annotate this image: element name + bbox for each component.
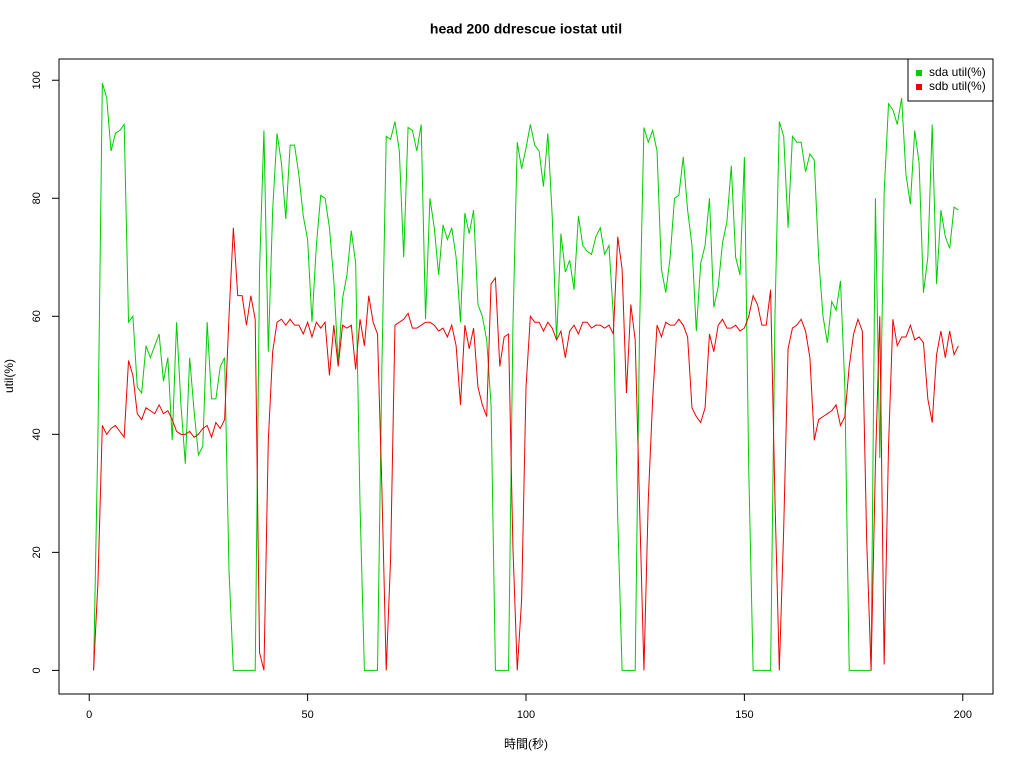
legend-label: sda util(%) [929,65,986,79]
x-tick-label: 150 [735,709,753,721]
legend-label: sdb util(%) [929,79,986,93]
plot-frame [58,58,994,695]
legend-box [907,58,994,102]
x-tick-label: 100 [517,709,535,721]
y-tick-label: 100 [31,71,43,89]
x-tick-label: 50 [301,709,313,721]
y-tick-label: 0 [31,667,43,673]
series-line [93,227,959,671]
series-line [93,83,959,671]
chart-title: head 200 ddrescue iostat util [430,21,622,37]
y-tick-label: 80 [31,192,43,204]
legend-swatch [916,84,922,90]
y-axis-label: util(%) [2,359,16,393]
legend-swatch [916,70,922,76]
x-axis-label: 時間(秒) [504,737,548,751]
y-tick-label: 60 [31,310,43,322]
y-tick-label: 20 [31,546,43,558]
y-tick-label: 40 [31,428,43,440]
x-tick-label: 0 [86,709,92,721]
x-tick-label: 200 [954,709,972,721]
